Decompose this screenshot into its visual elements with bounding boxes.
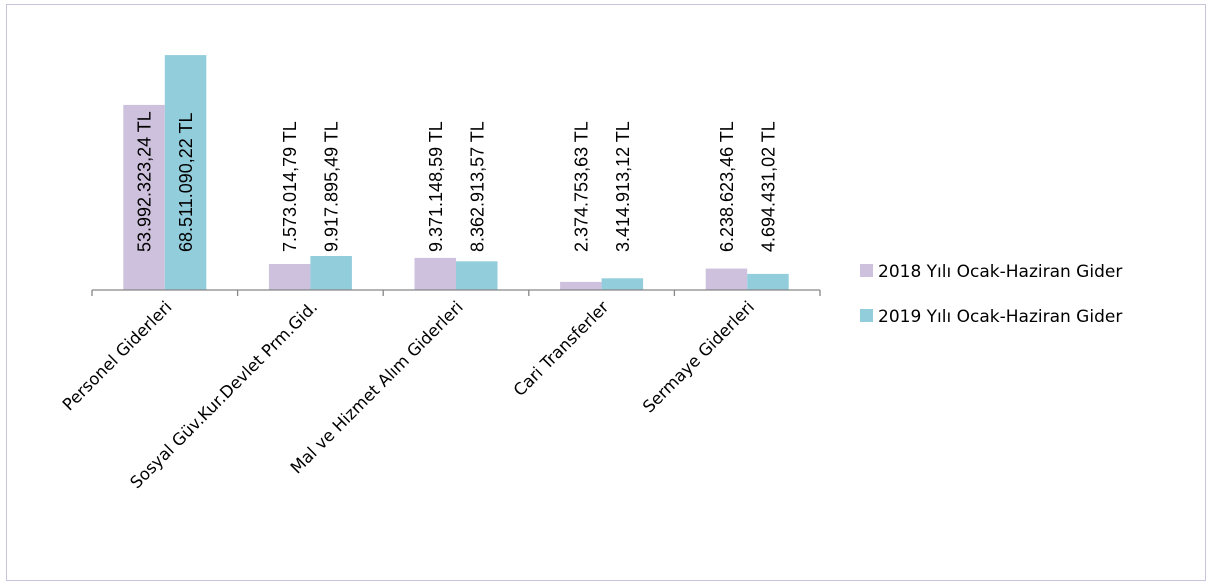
legend-label-2019: 2019 Yılı Ocak-Haziran Gider [878, 307, 1122, 327]
bar-2018-0 [123, 104, 165, 291]
value-label-2019-1: 9.917.895,49 TL [322, 121, 342, 252]
value-label-2019-4: 4.694.431,02 TL [758, 121, 778, 252]
value-label-2018-2: 9.371.148,59 TL [426, 121, 446, 252]
category-label-0: Personel Giderleri [59, 297, 176, 414]
bar-2019-4 [747, 273, 789, 290]
legend-swatch-2019 [860, 309, 873, 322]
category-label-2: Mal ve Hizmet Alım Giderleri [287, 297, 467, 477]
bar-2019-2 [456, 261, 498, 290]
bar-2019-1 [310, 256, 352, 290]
bar-2019-0 [164, 55, 207, 290]
bar-2018-2 [414, 257, 456, 290]
value-label-2018-0: 53.992.323,24 TL [135, 111, 155, 252]
value-label-2018-4: 6.238.623,46 TL [717, 121, 737, 252]
bar-2019-3 [601, 278, 644, 290]
x-axis [91, 289, 821, 296]
bar-2018-1 [268, 264, 311, 290]
category-label-3: Cari Transferler [510, 297, 613, 400]
value-label-2018-3: 2.374.753,63 TL [571, 121, 591, 252]
legend: 2018 Yılı Ocak-Haziran Gider 2019 Yılı Oc… [860, 262, 1122, 327]
value-label-2019-2: 8.362.913,57 TL [467, 121, 487, 252]
value-label-2018-1: 7.573.014,79 TL [280, 121, 300, 252]
category-label-4: Sermaye Giderleri [639, 297, 758, 416]
value-labels-layer: 53.992.323,24 TL 68.511.090,22 TL 7.573.01… [135, 111, 779, 252]
legend-swatch-2018 [860, 264, 873, 277]
bar-2018-3 [560, 281, 602, 290]
legend-label-2018: 2018 Yılı Ocak-Haziran Gider [878, 262, 1122, 282]
value-label-2019-3: 3.414.913,12 TL [613, 121, 633, 252]
bar-2018-4 [705, 268, 748, 290]
value-label-2019-0: 68.511.090,22 TL [176, 113, 196, 252]
bars-layer [123, 55, 789, 291]
